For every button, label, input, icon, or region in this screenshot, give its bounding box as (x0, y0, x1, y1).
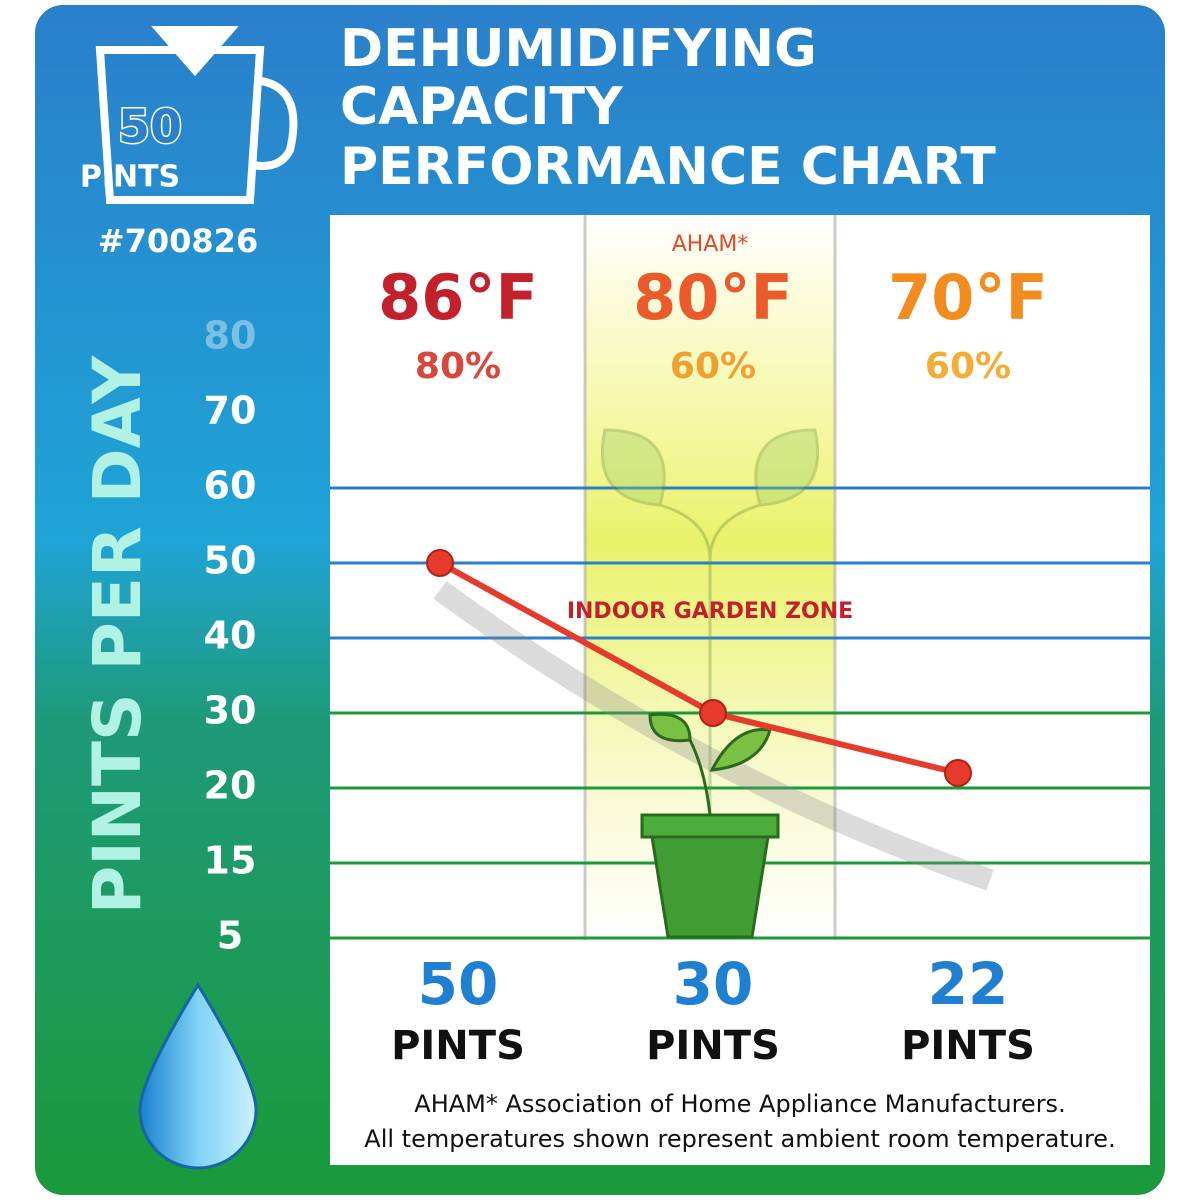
value-unit: PINTS (901, 1023, 1035, 1069)
value-unit: PINTS (391, 1023, 525, 1069)
y-tick-label: 5 (217, 914, 243, 958)
badge-unit: PINTS (80, 160, 180, 195)
data-point (944, 759, 972, 787)
zone-label: INDOOR GARDEN ZONE (567, 599, 853, 624)
water-drop-icon (138, 982, 258, 1170)
value-label: 22 (928, 950, 1009, 1018)
footnote: AHAM* Association of Home Appliance Manu… (414, 1090, 1065, 1118)
badge-number: 50 (118, 100, 182, 154)
y-tick-label: 40 (204, 614, 257, 658)
measuring-cup-icon (95, 26, 298, 204)
chart-title: PERFORMANCE CHART (340, 137, 996, 197)
grid (330, 486, 1150, 940)
category-label: 86°F (378, 261, 538, 334)
data-point (699, 699, 727, 727)
humidity-label: 60% (925, 346, 1011, 387)
humidity-label: 80% (415, 346, 501, 387)
value-unit: PINTS (646, 1023, 780, 1069)
chart-title: CAPACITY (340, 77, 624, 137)
y-tick-label: 30 (204, 689, 257, 733)
y-tick-label: 15 (204, 839, 257, 883)
y-tick-label: 70 (204, 389, 257, 433)
data-point (426, 549, 454, 577)
y-tick-label: 20 (204, 764, 257, 808)
chart-title: DEHUMIDIFYING (340, 19, 817, 79)
plant-illustration (600, 428, 820, 820)
humidity-label: 60% (670, 346, 756, 387)
y-axis-label: PINTS PER DAY (79, 355, 156, 915)
y-tick-label: 80 (204, 314, 257, 358)
line-shadow (433, 581, 994, 891)
category-label: 70°F (888, 261, 1048, 334)
value-label: 30 (673, 950, 754, 1018)
model-number: #700826 (98, 222, 258, 260)
category-label: 80°F (633, 261, 793, 334)
annotation: AHAM* (672, 232, 749, 257)
value-label: 50 (418, 950, 499, 1018)
y-tick-label: 60 (204, 464, 257, 508)
footnote: All temperatures shown represent ambient… (364, 1125, 1115, 1153)
y-tick-label: 50 (204, 539, 257, 583)
